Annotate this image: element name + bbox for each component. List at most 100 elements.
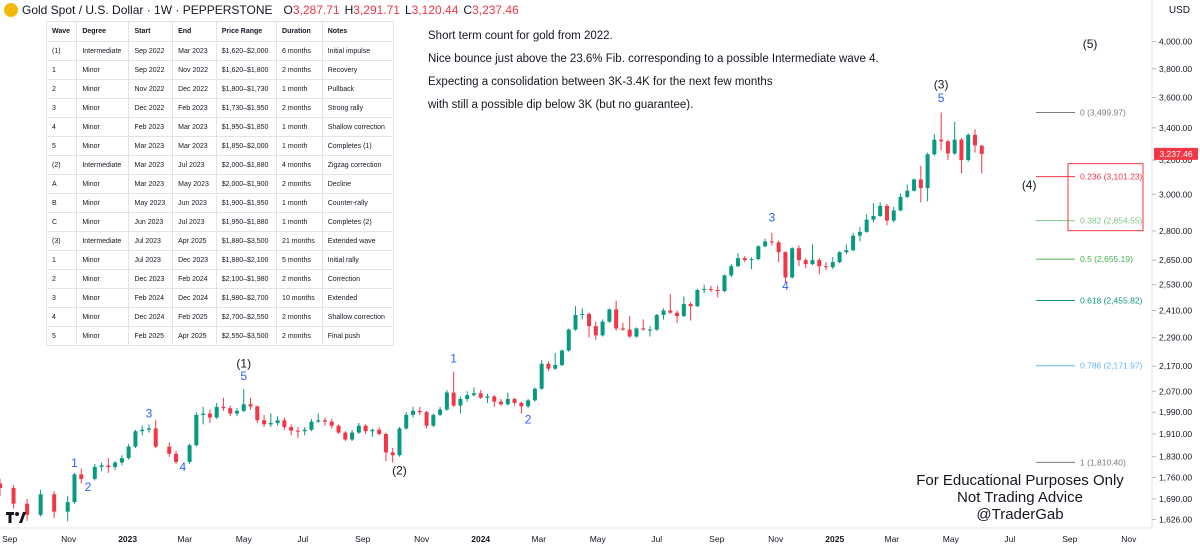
candle [350, 429, 355, 441]
table-cell: 5 [45, 136, 78, 156]
candle [668, 294, 673, 314]
candle-body [343, 432, 348, 440]
price-tick-label: 1,760.00 [1159, 472, 1192, 482]
candle-body [945, 141, 950, 154]
candle-body [275, 420, 280, 423]
candle [871, 203, 876, 223]
table-cell: 1 month [276, 117, 323, 137]
candle [607, 308, 612, 323]
symbol-title[interactable]: Gold Spot / U.S. Dollar · 1W · PEPPERSTO… [22, 3, 273, 17]
table-cell: (1) [45, 41, 78, 61]
candle-body [824, 266, 829, 268]
fibonacci-retracement[interactable]: 0 (3,499.97) 0.236 (3,101.23) 0.382 (2,854… [1036, 107, 1144, 467]
candle [499, 399, 504, 406]
candle-body [526, 400, 531, 407]
candle [539, 360, 544, 390]
table-row: (2) Intermediate Mar 2023 Jul 2023 $2,000–$1… [45, 155, 395, 175]
tradingview-logo-icon[interactable] [6, 510, 26, 524]
candle-body [302, 429, 307, 432]
candle-body [153, 428, 158, 447]
candle-body [309, 421, 314, 430]
table-cell: Correction [321, 269, 395, 289]
candle [451, 371, 456, 407]
table-cell: Minor [76, 307, 130, 327]
candle-body [228, 408, 233, 414]
candle [390, 448, 395, 463]
candle [295, 427, 300, 439]
candle [851, 232, 856, 252]
table-cell: Minor [76, 98, 130, 118]
currency-selector[interactable]: USD [1168, 5, 1190, 16]
time-tick-label: May [236, 534, 253, 544]
candle-body [329, 421, 334, 426]
price-axis[interactable]: 1,626.00 1,690.00 1,760.00 1,830.00 1,910.00… [1151, 0, 1200, 548]
candle [837, 251, 842, 264]
candle [593, 321, 598, 340]
table-row: B Minor May 2023 Jun 2023 $1,900–$1,950 1 mon… [45, 193, 395, 213]
candle [884, 204, 889, 226]
table-cell: Nov 2022 [128, 79, 174, 99]
time-tick-label: Mar [884, 534, 899, 544]
candle [769, 232, 774, 246]
table-cell: Sep 2022 [128, 41, 174, 61]
candle-body [458, 399, 463, 406]
low-value: 3,120.44 [411, 3, 459, 17]
candle-body [566, 329, 571, 351]
candle [65, 495, 70, 522]
table-cell: Zigzag correction [321, 155, 395, 175]
candle [424, 410, 429, 429]
candle [228, 405, 233, 417]
candle [614, 300, 619, 331]
candle [553, 352, 558, 370]
candle-body [871, 215, 876, 220]
note-line: Nice bounce just above the 23.6% Fib. co… [428, 53, 879, 65]
time-tick-label: 2024 [471, 534, 490, 544]
table-cell: $2,000–$1,880 [215, 155, 278, 175]
candle-body [248, 404, 253, 407]
candle-body [221, 406, 226, 409]
candle [417, 406, 422, 415]
disclaimer-watermark: For Educational Purposes Only Not Tradin… [870, 472, 1170, 523]
time-tick-label: 2023 [118, 534, 137, 544]
candle-body [322, 420, 327, 422]
wave-label: 4 [782, 279, 789, 293]
candle [512, 397, 517, 406]
table-cell: (2) [45, 155, 78, 175]
candle [302, 427, 307, 436]
table-cell: 2 months [276, 269, 323, 289]
candle-body [817, 260, 822, 267]
candle-body [925, 154, 930, 189]
candle [438, 406, 443, 417]
candle-body [187, 445, 192, 462]
candle [864, 214, 869, 233]
table-cell: Minor [76, 193, 130, 213]
candle [546, 361, 551, 372]
price-tick-label: 3,600.00 [1159, 92, 1192, 102]
price-tick-label: 3,000.00 [1159, 189, 1192, 199]
table-cell: Feb 2024 [172, 269, 217, 289]
candle-body [668, 310, 673, 313]
candle [377, 427, 382, 436]
candle-body [857, 231, 862, 236]
candle-body [837, 252, 842, 263]
candle-body [0, 483, 2, 489]
candle-body [106, 465, 111, 467]
table-cell: Minor [76, 326, 130, 346]
table-cell: Dec 2024 [172, 288, 217, 308]
time-tick-label: Sep [1062, 534, 1077, 544]
price-tick-label: 3,400.00 [1159, 123, 1192, 133]
candle-body [634, 328, 639, 337]
candle [824, 262, 829, 271]
candle-body [52, 494, 57, 512]
table-cell: 1 month [276, 193, 323, 213]
time-axis[interactable]: Sep Nov 2023 Mar May Jul Sep Nov 2024 Mar May Jul Se… [0, 527, 1152, 544]
candle-body [647, 329, 652, 331]
wave-label: 1 [450, 352, 457, 366]
table-cell: Extended [321, 288, 395, 308]
candle [275, 416, 280, 426]
time-tick-label: Sep [2, 534, 17, 544]
candle-body [715, 290, 720, 292]
candle [0, 478, 2, 496]
candle [268, 413, 273, 428]
